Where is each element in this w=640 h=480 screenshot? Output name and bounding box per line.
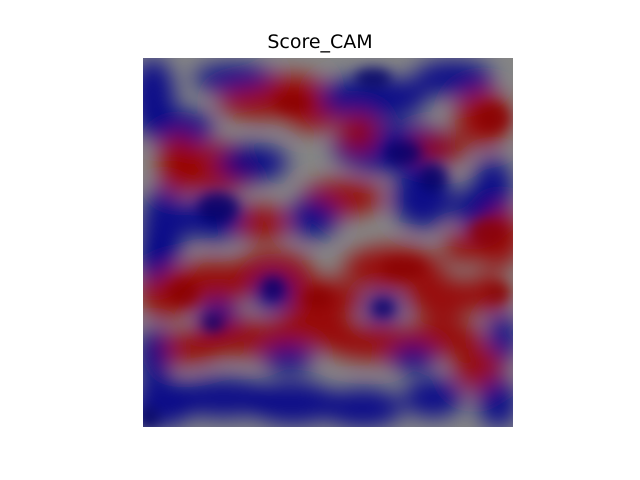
positive-region-17 xyxy=(408,134,468,162)
positive-region-28 xyxy=(408,276,478,320)
negative-region-12 xyxy=(318,76,428,120)
positive-core-5 xyxy=(303,288,333,308)
positive-region-43 xyxy=(453,346,503,390)
negative-region-47 xyxy=(323,388,403,427)
negative-region-48 xyxy=(403,378,463,418)
positive-core-4 xyxy=(381,258,425,278)
negative-region-15 xyxy=(413,60,493,96)
negative-region-42 xyxy=(391,344,435,372)
negative-core-8 xyxy=(355,68,391,88)
heatmap-blobs xyxy=(143,58,513,427)
negative-region-46 xyxy=(248,381,338,425)
heatmap-cores xyxy=(143,68,510,427)
figure-title: Score_CAM xyxy=(267,31,373,53)
negative-region-33 xyxy=(488,313,513,363)
positive-core-3 xyxy=(275,95,311,111)
negative-core-12 xyxy=(198,193,238,223)
positive-core-6 xyxy=(168,281,198,305)
heatmap-svg xyxy=(143,58,513,427)
positive-region-14 xyxy=(338,113,378,153)
negative-region-22 xyxy=(288,198,338,238)
negative-region-50 xyxy=(143,328,168,388)
negative-core-10 xyxy=(143,406,160,427)
negative-region-51 xyxy=(453,188,493,228)
negative-region-8 xyxy=(218,145,288,181)
negative-region-41 xyxy=(263,344,313,372)
positive-core-2 xyxy=(470,219,506,247)
positive-core-1 xyxy=(477,104,509,132)
negative-core-13 xyxy=(419,164,447,192)
negative-region-49 xyxy=(478,378,513,427)
negative-region-2 xyxy=(193,64,273,92)
negative-core-9 xyxy=(263,278,283,298)
heatmap-image xyxy=(143,58,513,427)
positive-region-25 xyxy=(233,251,313,295)
positive-region-4 xyxy=(263,74,323,102)
positive-region-11 xyxy=(238,205,288,241)
negative-core-0 xyxy=(385,141,421,165)
negative-core-11 xyxy=(373,300,393,316)
negative-region-34 xyxy=(143,236,168,280)
positive-region-7 xyxy=(158,133,198,193)
positive-core-7 xyxy=(486,283,510,303)
negative-core-14 xyxy=(203,315,223,331)
negative-region-1 xyxy=(153,110,213,146)
negative-region-45 xyxy=(173,378,273,418)
